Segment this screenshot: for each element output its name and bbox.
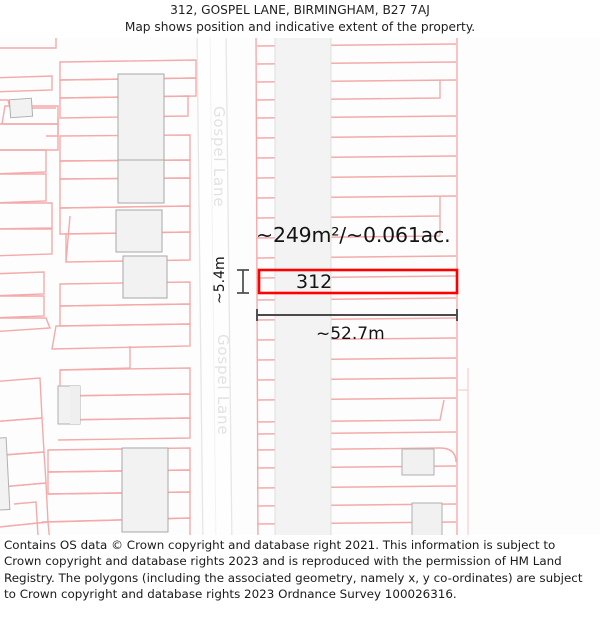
building-group-west-top — [8, 97, 34, 119]
highlighted-property-boundary[interactable] — [257, 268, 459, 295]
building-group-mid-west — [57, 385, 81, 425]
map-vector-layer — [0, 38, 600, 535]
height-measure-label: ~5.4m — [212, 256, 228, 304]
parcel-group-far-east — [457, 368, 469, 535]
width-measure-label: ~52.7m — [316, 324, 385, 344]
building-group-upper-mid — [115, 73, 169, 533]
copyright-footer: Contains OS data © Crown copyright and d… — [4, 538, 583, 602]
page-title: 312, GOSPEL LANE, BIRMINGHAM, B27 7AJ — [170, 3, 430, 17]
width-measure-bar — [256, 309, 458, 321]
height-measure-bar — [237, 269, 249, 294]
page-subtitle: Map shows position and indicative extent… — [124, 20, 476, 34]
parcel-group-west — [0, 75, 59, 535]
area-label: ~249m²/~0.061ac. — [256, 223, 451, 247]
map-canvas[interactable]: Gospel Lane Gospel Lane ~249m²/~0.061ac.… — [0, 38, 600, 535]
page-header: 312, GOSPEL LANE, BIRMINGHAM, B27 7AJ Ma… — [0, 0, 600, 38]
road-gospel-lane — [196, 38, 233, 535]
building-group-west-bottom — [0, 437, 11, 511]
plot-number-label: 312 — [296, 271, 333, 293]
building-group-central — [274, 38, 443, 535]
